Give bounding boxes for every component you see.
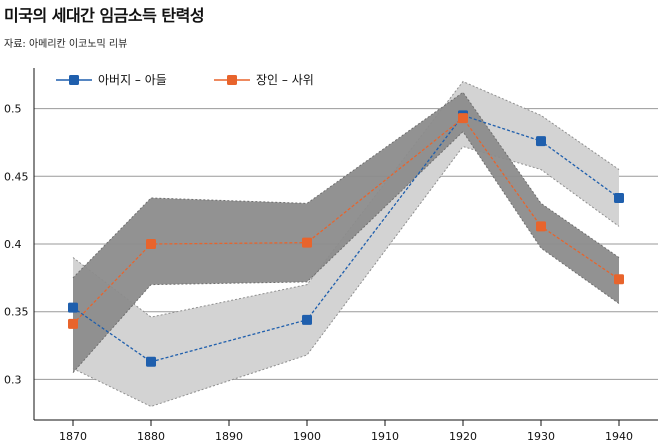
band-lower-edge: [72, 145, 620, 407]
series-line: [72, 114, 620, 363]
band-upper-edge: [72, 91, 620, 279]
legend-marker: [227, 75, 237, 85]
legend-label: 장인 – 사위: [256, 73, 314, 87]
data-point: [146, 239, 156, 249]
y-tick-label: 0.35: [4, 306, 29, 319]
data-point: [302, 314, 312, 325]
y-tick-label: 0.3: [4, 373, 22, 386]
y-tick-label: 0.5: [4, 103, 22, 116]
x-tick-label: 1880: [137, 430, 165, 443]
legend-label: 아버지 – 아들: [98, 73, 167, 87]
data-point: [614, 192, 624, 203]
confidence-band: [73, 92, 619, 373]
confidence-bands: [72, 80, 620, 407]
series-line: [72, 117, 620, 325]
axes: 1870 1880 1890 1900 1910 1920 1930 1940: [33, 68, 658, 443]
data-point: [68, 318, 78, 329]
chart-title: 미국의 세대간 임금소득 탄력성: [4, 6, 205, 25]
data-point: [68, 302, 78, 313]
legend-marker: [69, 75, 79, 85]
series-lines: [72, 114, 620, 363]
legend: 아버지 – 아들 장인 – 사위: [56, 73, 314, 87]
x-tick-label: 1900: [293, 430, 321, 443]
data-point: [302, 237, 312, 248]
data-point: [536, 221, 546, 232]
chart-source: 자료: 아메리칸 이코노믹 리뷰: [4, 39, 128, 50]
x-tick-label: 1920: [449, 430, 477, 443]
data-point: [614, 274, 624, 285]
data-point: [458, 113, 468, 124]
band-lower-edge: [72, 130, 620, 373]
data-point: [536, 136, 546, 147]
data-point: [146, 356, 156, 367]
series-markers: [68, 110, 624, 367]
x-tick-label: 1890: [215, 430, 243, 443]
x-tick-label: 1870: [59, 430, 87, 443]
x-tick-label: 1930: [527, 430, 555, 443]
y-tick-label: 0.4: [4, 238, 22, 251]
y-tick-label: 0.45: [4, 170, 29, 183]
x-tick-label: 1910: [371, 430, 399, 443]
x-tick-label: 1940: [605, 430, 633, 443]
